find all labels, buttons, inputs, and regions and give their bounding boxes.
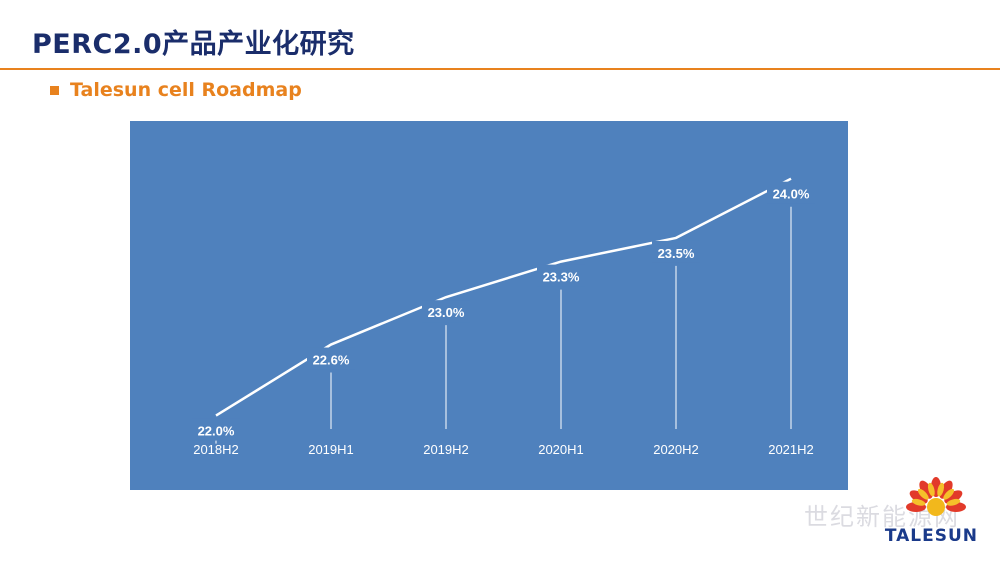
x-tick-label: 2019H2 <box>423 442 469 457</box>
data-label: 22.0% <box>198 424 235 439</box>
x-tick-label: 2020H1 <box>538 442 584 457</box>
data-label-bg <box>652 240 700 263</box>
series-line <box>215 177 792 417</box>
chart-svg: 22.0% 2018H2 22.6% 2019H1 23.0% 2019H2 23.3% 20… <box>192 177 815 457</box>
slide-subtitle: Talesun cell Roadmap <box>70 79 302 101</box>
subtitle-bullet <box>50 86 59 95</box>
x-tick-label: 2019H1 <box>308 442 354 457</box>
chart-panel: 22.0% 2018H2 22.6% 2019H1 23.0% 2019H2 23.3% 20… <box>130 121 848 490</box>
x-tick-label: 2021H2 <box>768 442 814 457</box>
slide-title: PERC2.0产品产业化研究 <box>32 29 355 60</box>
data-label: 22.6% <box>313 353 350 368</box>
data-label-bg <box>767 181 815 204</box>
data-label: 23.3% <box>543 270 580 285</box>
data-label: 23.0% <box>428 305 465 320</box>
data-label: 24.0% <box>773 187 810 202</box>
x-tick-label: 2020H2 <box>653 442 699 457</box>
logo-text: TALESUN <box>884 526 978 546</box>
data-label-bg <box>307 347 355 370</box>
talesun-logo-icon <box>906 477 966 516</box>
data-label: 23.5% <box>658 246 695 261</box>
data-label-bg <box>192 418 240 441</box>
x-tick-label: 2018H2 <box>193 442 239 457</box>
data-label-bg <box>537 264 585 287</box>
data-label-bg <box>422 300 470 323</box>
title-divider <box>0 68 1000 70</box>
roadmap-chart: 22.0% 2018H2 22.6% 2019H1 23.0% 2019H2 23.3% 20… <box>130 121 848 490</box>
